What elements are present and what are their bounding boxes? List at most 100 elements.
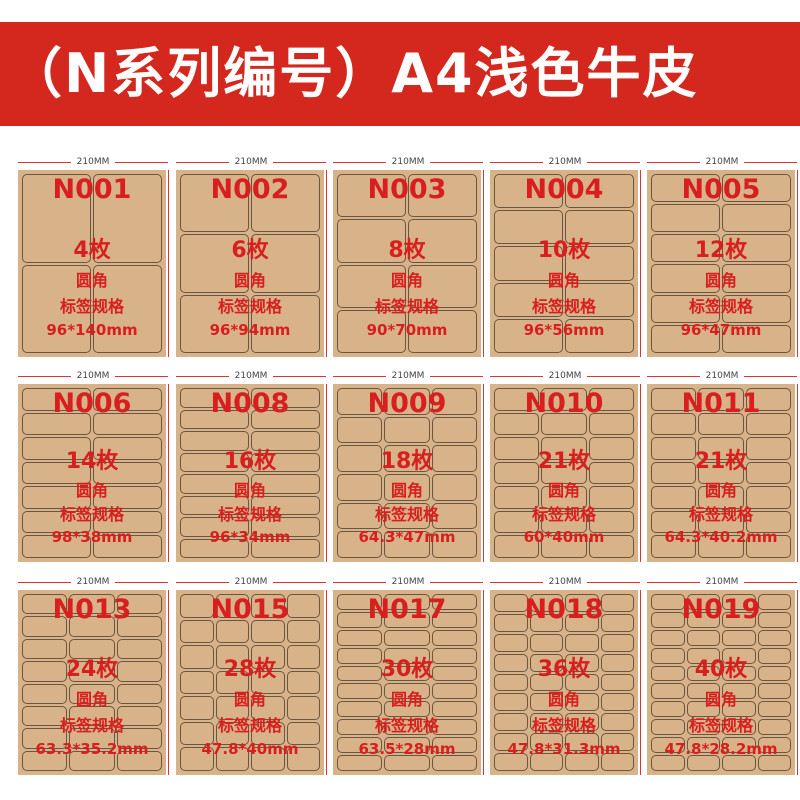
label-sheet-card[interactable]: 210MM 297MM N009 18枚 圆角 标签规格 64.3*47mm: [333, 371, 502, 562]
label-cell: [686, 755, 720, 771]
label-cell: [431, 416, 477, 444]
label-cell: [494, 174, 563, 209]
label-cell: [651, 294, 720, 323]
width-label: 210MM: [542, 577, 588, 587]
label-sheet-card[interactable]: 210MM 297MM N019 40枚 圆角 标签规格 47.8*28.2mm: [647, 577, 798, 775]
label-cell: [757, 755, 791, 771]
label-cell: [22, 510, 91, 534]
label-cell: [22, 638, 68, 660]
label-cell: [565, 210, 634, 245]
label-cell: [541, 437, 587, 460]
label-cell: [337, 531, 383, 558]
rounded-corner-text: 圆角: [704, 480, 737, 500]
label-cell: [286, 619, 320, 644]
label-cell: [494, 437, 540, 460]
height-dimension: 297MM: [483, 384, 502, 562]
label-cell: [494, 535, 540, 558]
label-cell: [337, 445, 383, 472]
width-dimension: 210MM: [333, 370, 483, 382]
label-sheet-card[interactable]: 210MM 297MM N001 4枚 圆角 标签规格 96*140mm: [18, 157, 187, 357]
label-cell: [651, 324, 720, 353]
label-cell: [588, 412, 634, 436]
width-label: 210MM: [70, 577, 116, 587]
sheet-preview: [176, 384, 324, 562]
label-cell: [93, 461, 162, 485]
label-cell: [251, 696, 285, 720]
label-cell: [722, 683, 756, 700]
label-cell: [180, 645, 214, 669]
label-cell: [651, 647, 685, 664]
label-sheet-card[interactable]: 210MM 297MM N008 16枚 圆角 标签规格 96*34mm: [176, 371, 345, 562]
sheet-preview: [490, 384, 638, 562]
label-count: 40枚: [694, 657, 748, 683]
label-sheet-card[interactable]: 210MM 297MM N015 28枚 圆角 标签规格 47.8*40mm: [176, 577, 345, 775]
label-cell: [384, 611, 430, 628]
label-cell: [651, 510, 697, 534]
sheet-preview: [647, 384, 795, 562]
label-sheet-card[interactable]: 210MM 297MM N002 6枚 圆角 标签规格 96*94mm: [176, 157, 345, 357]
title-banner: （N系列编号）A4浅色牛皮: [0, 22, 800, 126]
label-cell: [651, 461, 697, 485]
label-cell: [286, 645, 320, 669]
label-sheet-card[interactable]: 210MM 297MM N018 36枚 圆角 标签规格 47.8*31.3mm: [490, 577, 659, 775]
label-cell: [431, 755, 477, 771]
label-count: 10枚: [537, 237, 591, 263]
label-cell: [408, 309, 477, 353]
label-cell: [565, 246, 634, 281]
label-cell: [69, 728, 115, 749]
label-cell: [22, 174, 91, 263]
label-cell: [384, 755, 430, 771]
height-dimension: 297MM: [168, 384, 187, 562]
label-cell: [494, 486, 540, 509]
label-cell: [384, 665, 430, 682]
spec-text: 标签规格: [59, 716, 124, 736]
label-cell: [722, 234, 791, 263]
label-sheet-card[interactable]: 210MM 297MM N003 8枚 圆角 标签规格 90*70mm: [333, 157, 502, 357]
label-cell: [529, 713, 563, 732]
label-sheet-card[interactable]: 210MM 297MM N017 30枚 圆角 标签规格 63.5*28mm: [333, 577, 502, 775]
label-sheet-card[interactable]: 210MM 297MM N010 21枚 圆角 标签规格 60*40mm: [490, 371, 659, 562]
label-count: 6枚: [231, 237, 269, 263]
label-cell: [337, 388, 383, 415]
width-dimension: 210MM: [647, 576, 797, 588]
label-cell: [286, 747, 320, 771]
model-code: N006: [52, 387, 132, 419]
label-cell: [384, 445, 430, 472]
label-sheet-card[interactable]: 210MM 297MM N011 21枚 圆角 标签规格 64.3*40.2mm: [647, 371, 800, 562]
label-cell: [745, 388, 791, 411]
label-cell: [93, 388, 162, 411]
label-cell: [757, 594, 791, 610]
label-sheet-card[interactable]: 210MM 297MM N006 14枚 圆角 标签规格 98*38mm: [18, 371, 187, 562]
rounded-corner-text: 圆角: [233, 690, 266, 710]
label-count: 21枚: [537, 448, 591, 474]
label-count: 18枚: [380, 448, 434, 474]
width-label: 210MM: [542, 157, 588, 167]
label-cell: [286, 696, 320, 720]
label-cell: [722, 594, 756, 610]
label-cell: [215, 594, 249, 618]
label-cell: [215, 670, 249, 695]
label-sheet-card[interactable]: 210MM 297MM N005 12枚 圆角 标签规格 96*47mm: [647, 157, 798, 357]
spec-text: 标签规格: [688, 505, 753, 525]
label-cell: [180, 388, 249, 408]
label-sheet-card[interactable]: 210MM 297MM N013 24枚 圆角 标签规格 63.3*35.2mm: [18, 577, 187, 775]
label-cell: [337, 502, 383, 530]
label-size: 64.3*40.2mm: [664, 528, 778, 547]
label-cell: [651, 611, 685, 628]
spec-text: 标签规格: [531, 505, 596, 525]
label-sheet-card[interactable]: 210MM 297MM N004 10枚 圆角 标签规格 96*56mm: [490, 157, 659, 357]
height-dimension: 297MM: [797, 384, 800, 562]
model-code: N018: [524, 593, 604, 625]
label-cell: [251, 538, 320, 558]
label-count: 21枚: [694, 448, 748, 474]
label-cell: [22, 264, 91, 353]
label-cell: [384, 683, 430, 700]
label-cell: [686, 719, 720, 736]
label-cell: [600, 594, 634, 612]
label-cell: [251, 431, 320, 451]
label-cell: [215, 645, 249, 669]
label-size: 98*38mm: [51, 528, 133, 547]
label-cell: [722, 647, 756, 664]
label-cell: [757, 647, 791, 664]
label-cell: [180, 174, 249, 233]
